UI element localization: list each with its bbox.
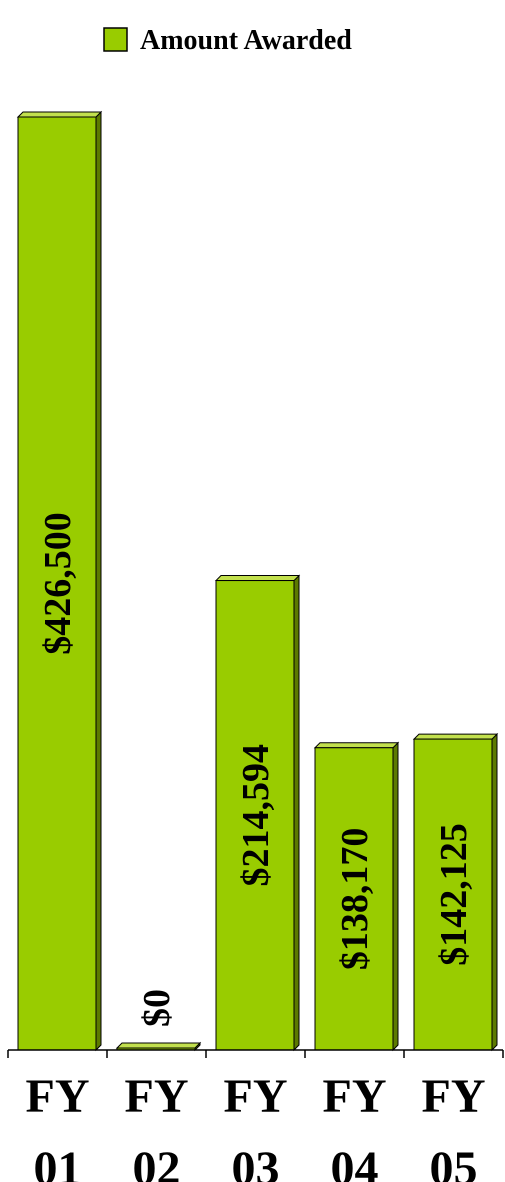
bar-top [115,1042,202,1049]
bar-top [412,733,499,740]
bar-top [214,575,301,582]
bar [413,738,493,1051]
x-axis [7,1049,504,1058]
x-tick-label: FY 05 [422,1070,486,1182]
x-tick-labels: FY 01 FY 02 FY 03 FY 04 FY 05 [26,1070,486,1182]
bar-group [313,741,400,1052]
legend-label: Amount Awarded [140,25,352,56]
bar-side [293,574,300,1052]
bar-value-label: $142,125 [433,823,475,966]
bars: $426,500 $0 $214,594 $138,170 $142,125 [16,110,499,1052]
bar-top [16,111,103,118]
x-tick-label: FY 02 [125,1070,189,1182]
bar [314,747,394,1051]
bar-side [392,741,399,1052]
x-tick-label: FY 01 [26,1070,90,1182]
x-tick-label: FY 03 [224,1070,288,1182]
bar-value-label: $0 [136,989,178,1027]
bar-side [95,110,102,1052]
x-tick-label: FY 04 [323,1070,387,1182]
bar [17,116,97,1051]
bar-value-label: $138,170 [334,828,376,971]
legend-swatch [103,27,128,52]
bar-value-label: $426,500 [37,512,79,655]
legend: Amount Awarded [103,25,352,56]
bar-group [115,1041,202,1052]
bar-group [412,732,499,1052]
bar-group [16,110,103,1052]
bar-top [313,742,400,749]
bar-value-label: $214,594 [235,744,277,887]
bar-side [491,732,498,1052]
